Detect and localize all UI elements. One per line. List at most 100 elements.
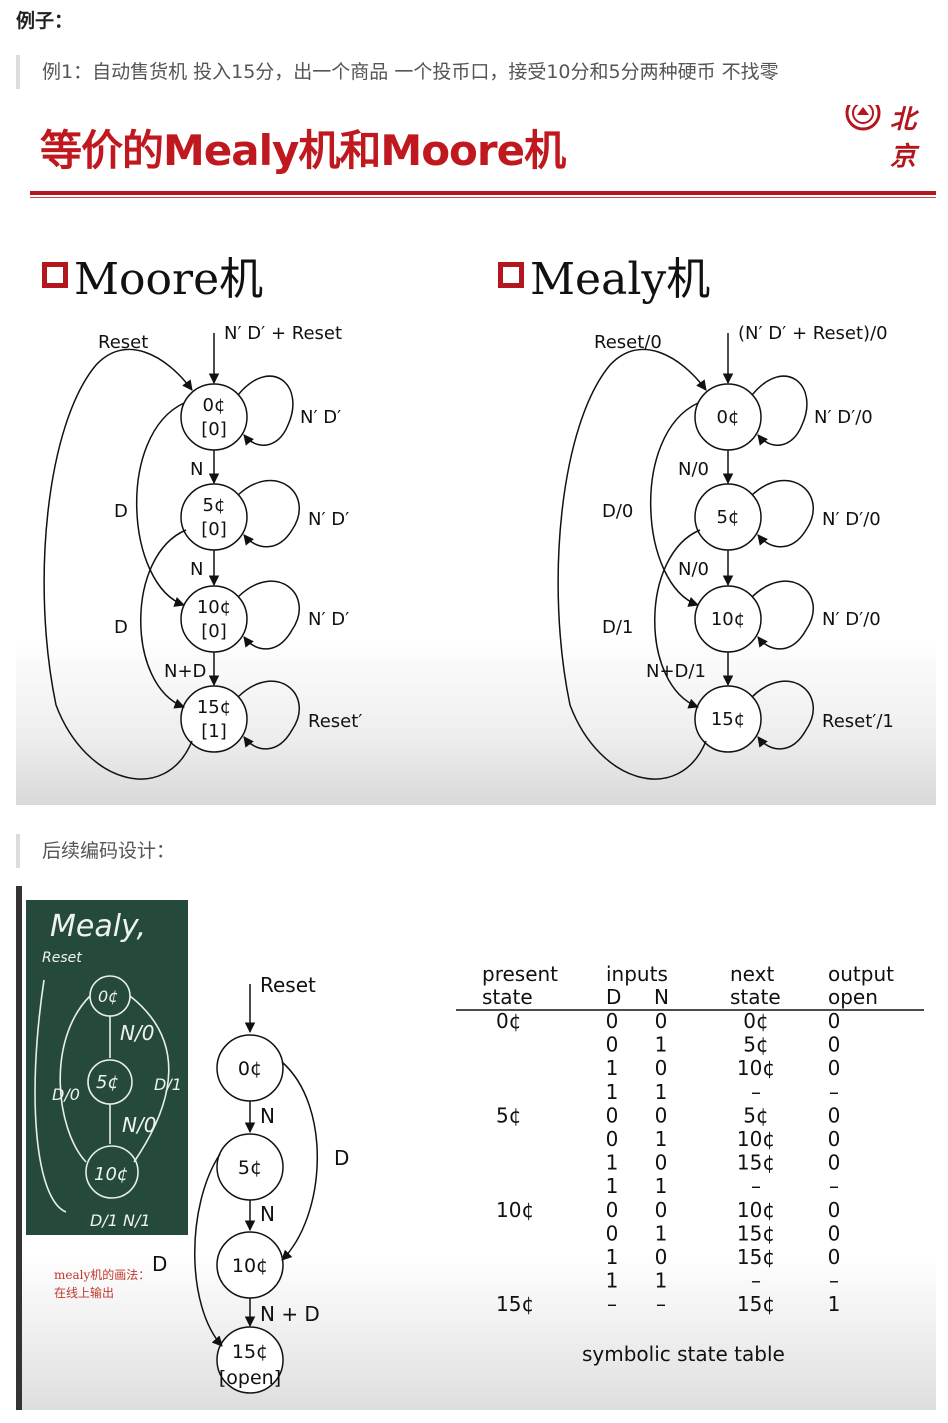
slide-mealy-moore: 北京 等价的Mealy机和Moore机 Moore机 Mealy机 bbox=[16, 105, 936, 805]
chalk-n0b: N/0 bbox=[122, 1113, 156, 1137]
table-cell-n: – bbox=[656, 1292, 666, 1316]
header-next-state: state bbox=[730, 985, 781, 1009]
table-cell-d: 0 bbox=[606, 1221, 619, 1245]
table-cell-next: – bbox=[751, 1269, 761, 1293]
table-cell-open: – bbox=[829, 1174, 839, 1198]
table-cell-d: 1 bbox=[606, 1245, 619, 1269]
table-cell-open: 0 bbox=[828, 1221, 841, 1245]
table-cell-n: 1 bbox=[655, 1269, 668, 1293]
moore-n2-label: N bbox=[190, 559, 203, 580]
moore-self0-label: N′ D′ bbox=[300, 407, 341, 428]
chalkboard-photo: Mealy, Reset 0¢ 5¢ 10¢ N/0 N/0 D/0 D/1 D… bbox=[26, 900, 188, 1235]
mealy-entry-label: (N′ D′ + Reset)/0 bbox=[738, 323, 888, 344]
mealy-self0-label: N′ D′/0 bbox=[814, 407, 873, 428]
header-inputs: inputs bbox=[606, 962, 668, 986]
table-cell-open: 0 bbox=[828, 1198, 841, 1222]
table-cell-open: 0 bbox=[828, 1151, 841, 1175]
bullet-square-icon bbox=[498, 262, 524, 288]
followup-quote: 后续编码设计： bbox=[16, 834, 175, 868]
moore-state-15-name: 15¢ bbox=[197, 697, 231, 718]
mealy-self5-label: N′ D′/0 bbox=[822, 509, 881, 530]
chalk-caption: mealy机的画法： 在线上输出 bbox=[54, 1266, 150, 1302]
table-cell-next: 5¢ bbox=[743, 1033, 768, 1057]
chalk-bottom: D/1 N/1 bbox=[90, 1211, 151, 1230]
table-cell-n: 0 bbox=[655, 1151, 668, 1175]
table-cell-next: 5¢ bbox=[743, 1103, 768, 1127]
table-cell-n: 1 bbox=[655, 1174, 668, 1198]
table-cell-open: 0 bbox=[828, 1103, 841, 1127]
vending-moore-diagram: 0¢ 5¢ 10¢ 15¢ [open] Reset N N N + D D D bbox=[152, 973, 349, 1394]
followup-text: 后续编码设计： bbox=[42, 840, 176, 862]
table-cell-open: 0 bbox=[828, 1033, 841, 1057]
moore-n1-label: N bbox=[190, 459, 203, 480]
table-cell-d: 0 bbox=[606, 1103, 619, 1127]
mealy-nd-label: N+D/1 bbox=[646, 661, 706, 682]
vending-state-0-name: 0¢ bbox=[238, 1058, 262, 1080]
moore-state-15-output: [1] bbox=[201, 721, 227, 742]
table-cell-next: 10¢ bbox=[737, 1198, 775, 1222]
table-cell-next: 15¢ bbox=[737, 1221, 775, 1245]
table-cell-d: 0 bbox=[606, 1009, 619, 1033]
header-open: open bbox=[828, 985, 878, 1009]
chalk-title: Mealy, bbox=[50, 909, 146, 944]
chalk-s5: 5¢ bbox=[96, 1072, 119, 1093]
logo-text: 北京 bbox=[890, 105, 917, 172]
title-divider-thin bbox=[30, 197, 936, 198]
table-cell-n: 0 bbox=[655, 1056, 668, 1080]
moore-entry-label: N′ D′ + Reset bbox=[224, 323, 342, 344]
table-cell-next: 0¢ bbox=[743, 1009, 768, 1033]
vending-open-label: [open] bbox=[219, 1367, 281, 1389]
mealy-title-text: Mealy机 bbox=[530, 254, 711, 305]
header-n: N bbox=[654, 985, 669, 1009]
mealy-state-10-name: 10¢ bbox=[711, 609, 745, 630]
mealy-state-15-name: 15¢ bbox=[711, 709, 745, 730]
table-cell-d: – bbox=[607, 1292, 617, 1316]
mealy-state-0-name: 0¢ bbox=[717, 407, 740, 428]
mealy-n2-label: N/0 bbox=[678, 559, 709, 580]
table-cell-d: 0 bbox=[606, 1198, 619, 1222]
vending-nd-label: N + D bbox=[260, 1302, 320, 1326]
slide-edge bbox=[16, 886, 22, 1410]
mealy-n1-label: N/0 bbox=[678, 459, 709, 480]
moore-self10-label: N′ D′ bbox=[308, 609, 349, 630]
moore-state-5-output: [0] bbox=[201, 519, 227, 540]
table-cell-next: 10¢ bbox=[737, 1056, 775, 1080]
vending-d-right-label: D bbox=[334, 1146, 349, 1170]
header-output: output bbox=[828, 962, 894, 986]
university-logo-icon bbox=[845, 105, 881, 131]
table-cell-open: 0 bbox=[828, 1245, 841, 1269]
chalk-s0: 0¢ bbox=[98, 987, 118, 1006]
table-cell-d: 1 bbox=[606, 1269, 619, 1293]
header-present-state: state bbox=[482, 985, 533, 1009]
moore-reset-label: Reset bbox=[98, 332, 148, 353]
chalk-caption-line2: 在线上输出 bbox=[54, 1286, 115, 1300]
moore-nd-label: N+D bbox=[164, 661, 206, 682]
header-present: present bbox=[482, 962, 558, 986]
bullet-square-icon bbox=[42, 262, 68, 288]
table-cell-d: 1 bbox=[606, 1174, 619, 1198]
moore-d1-label: D bbox=[114, 501, 128, 522]
slide-state-table: Mealy, Reset 0¢ 5¢ 10¢ N/0 N/0 D/0 D/1 D… bbox=[16, 886, 936, 1410]
table-cell-n: 0 bbox=[655, 1103, 668, 1127]
mealy-reset-label: Reset/0 bbox=[594, 332, 662, 353]
table-cell-n: 0 bbox=[655, 1198, 668, 1222]
chalk-caption-line1: mealy机的画法： bbox=[54, 1268, 151, 1282]
symbolic-state-table: present state inputs D N next state outp… bbox=[456, 962, 924, 1366]
mealy-d1-label: D/0 bbox=[602, 501, 633, 522]
vending-d-left-label: D bbox=[152, 1252, 167, 1276]
table-cell-n: 1 bbox=[655, 1033, 668, 1057]
chalkboard-sketch: Mealy, Reset 0¢ 5¢ 10¢ N/0 N/0 D/0 D/1 D… bbox=[34, 909, 182, 1230]
table-cell-next: 15¢ bbox=[737, 1151, 775, 1175]
moore-title: Moore机 bbox=[42, 243, 263, 307]
chalk-reset: Reset bbox=[42, 950, 82, 966]
table-cell-open: 1 bbox=[828, 1292, 841, 1316]
example-text: 例1：自动售货机 投入15分，出一个商品 一个投币口，接受10分和5分两种硬币 … bbox=[42, 61, 779, 83]
mealy-title: Mealy机 bbox=[498, 243, 710, 307]
table-cell-open: – bbox=[829, 1269, 839, 1293]
example-quote: 例1：自动售货机 投入15分，出一个商品 一个投币口，接受10分和5分两种硬币 … bbox=[16, 55, 779, 89]
moore-state-10-output: [0] bbox=[201, 621, 227, 642]
header-d: D bbox=[606, 985, 621, 1009]
slide-title: 等价的Mealy机和Moore机 bbox=[40, 126, 566, 175]
moore-state-0-output: [0] bbox=[201, 419, 227, 440]
page-heading: 例子： bbox=[16, 10, 74, 32]
